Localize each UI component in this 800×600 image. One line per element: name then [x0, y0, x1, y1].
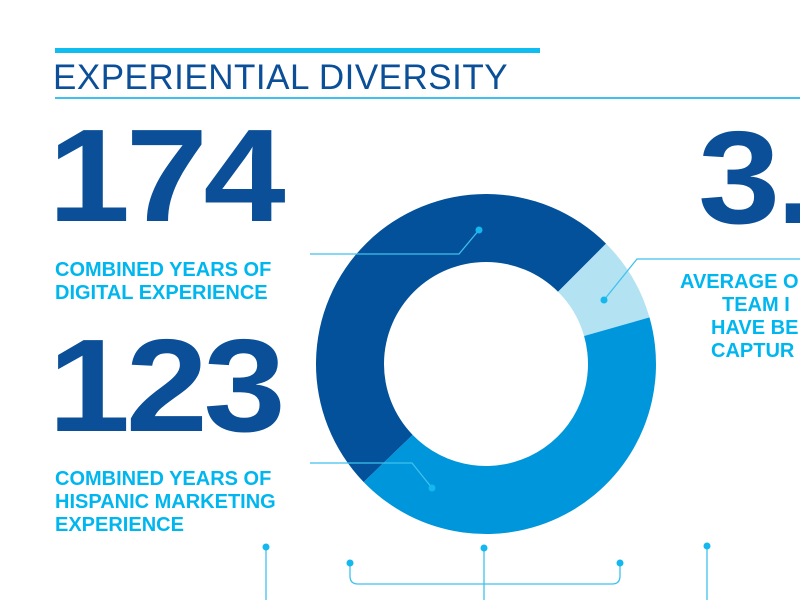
stat-value-174: 174: [48, 102, 286, 249]
label-line: COMBINED YEARS OF: [55, 468, 272, 490]
bottom-bracket: [349, 563, 621, 585]
label-line: AVERAGE O: [680, 271, 799, 293]
label-line: COMBINED YEARS OF: [55, 259, 272, 281]
connector-dot-123: [428, 484, 436, 492]
label-line: HAVE BE: [711, 317, 799, 339]
connector-dot-average: [600, 296, 608, 304]
connector-line-average: [603, 258, 800, 301]
connector-line-123: [310, 462, 433, 489]
label-line: DIGITAL EXPERIENCE: [55, 282, 268, 304]
bottom-dot-5: [703, 542, 711, 550]
connector-line-174: [310, 229, 480, 255]
donut-segment-1: [315, 193, 607, 483]
label-line: EXPERIENCE: [55, 514, 184, 536]
bottom-dot-1: [262, 543, 270, 551]
stat-label-174: COMBINED YEARS OF DIGITAL EXPERIENCE: [55, 259, 271, 305]
label-line: CAPTUR: [711, 340, 795, 362]
stat-value-123: 123: [48, 312, 286, 459]
page-title: EXPERIENTIAL DIVERSITY: [53, 58, 509, 97]
title-underline: [55, 97, 800, 99]
title-top-rule: [55, 48, 540, 53]
bottom-dot-4: [616, 559, 624, 567]
connector-dot-174: [475, 226, 483, 234]
donut-segment-2: [558, 243, 650, 337]
bottom-dot-2: [346, 559, 354, 567]
stat-label-123: COMBINED YEARS OF HISPANIC MARKETING EXP…: [55, 468, 276, 537]
bottom-dot-3: [480, 544, 488, 552]
donut-segment-3: [363, 317, 656, 535]
stat-value-average: 3.: [698, 104, 800, 251]
label-line: TEAM I: [722, 294, 790, 316]
label-line: HISPANIC MARKETING: [55, 491, 276, 513]
stat-label-average: AVERAGE O TEAM I HAVE BE CAPTUR: [680, 271, 800, 363]
